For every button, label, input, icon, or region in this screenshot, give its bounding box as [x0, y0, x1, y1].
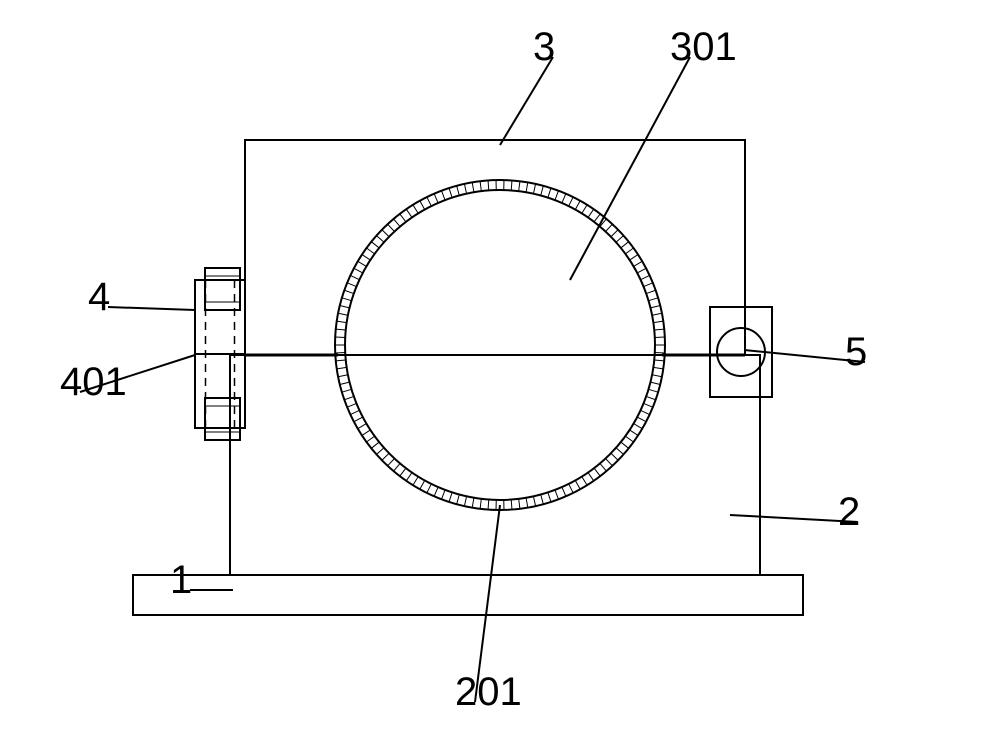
callout-label-1: 1 — [170, 558, 192, 603]
callout-label-401: 401 — [60, 360, 127, 405]
callout-label-3: 3 — [533, 25, 555, 70]
callout-label-4: 4 — [88, 275, 110, 320]
callout-label-5: 5 — [845, 330, 867, 375]
callout-label-301: 301 — [670, 25, 737, 70]
callout-label-2: 2 — [838, 490, 860, 535]
callout-label-201: 201 — [455, 670, 522, 715]
